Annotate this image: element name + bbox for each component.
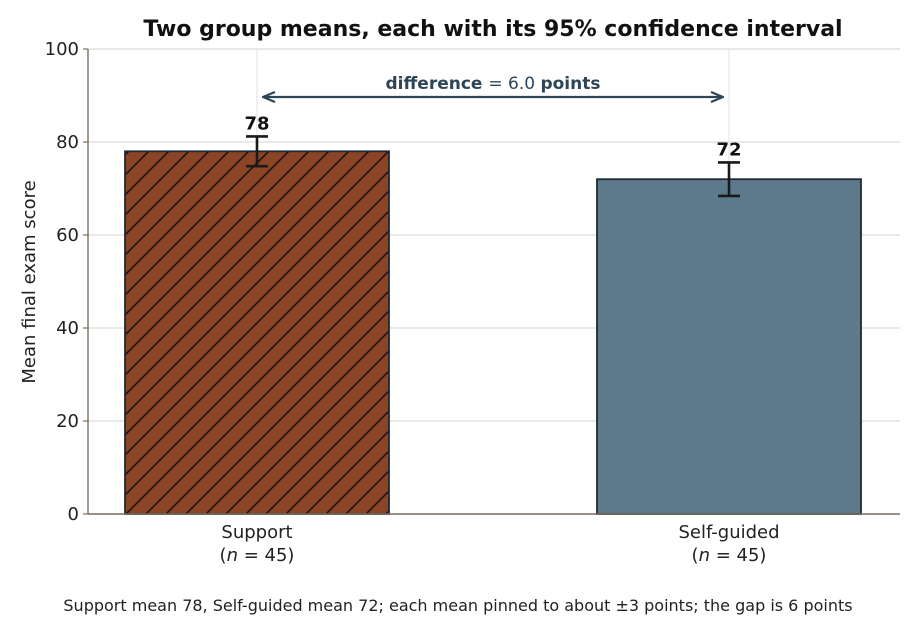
y-tick-label: 100 [45, 39, 79, 60]
y-axis-title: Mean final exam score [19, 180, 40, 383]
y-tick-label: 40 [56, 318, 79, 339]
bar-2 [596, 178, 862, 515]
error-bars [246, 135, 740, 198]
data-label: 78 [244, 113, 269, 134]
difference-label: difference = 6.0 points [386, 74, 601, 94]
x-category-label: Self-guided [678, 522, 779, 543]
y-tick-label: 80 [56, 132, 79, 153]
caption: Support mean 78, Self-guided mean 72; ea… [63, 596, 852, 615]
axes [83, 48, 900, 515]
y-tick-label: 60 [56, 225, 79, 246]
data-label: 72 [716, 139, 741, 160]
difference-annotation: difference = 6.0 points [263, 74, 723, 97]
bar-1 [124, 150, 390, 515]
x-category-labels: Support(n = 45)Self-guided(n = 45) [220, 522, 780, 566]
x-category-label: Support [221, 522, 292, 543]
y-tick-label: 20 [56, 411, 79, 432]
x-category-n: (n = 45) [220, 545, 295, 566]
x-category-n: (n = 45) [692, 545, 767, 566]
bars [124, 150, 862, 515]
chart-title: Two group means, each with its 95% confi… [143, 17, 842, 42]
y-tick-labels: 0 20 40 60 80 100 [45, 39, 79, 525]
y-tick-label: 0 [68, 504, 79, 525]
data-labels: 78 72 [244, 113, 741, 160]
